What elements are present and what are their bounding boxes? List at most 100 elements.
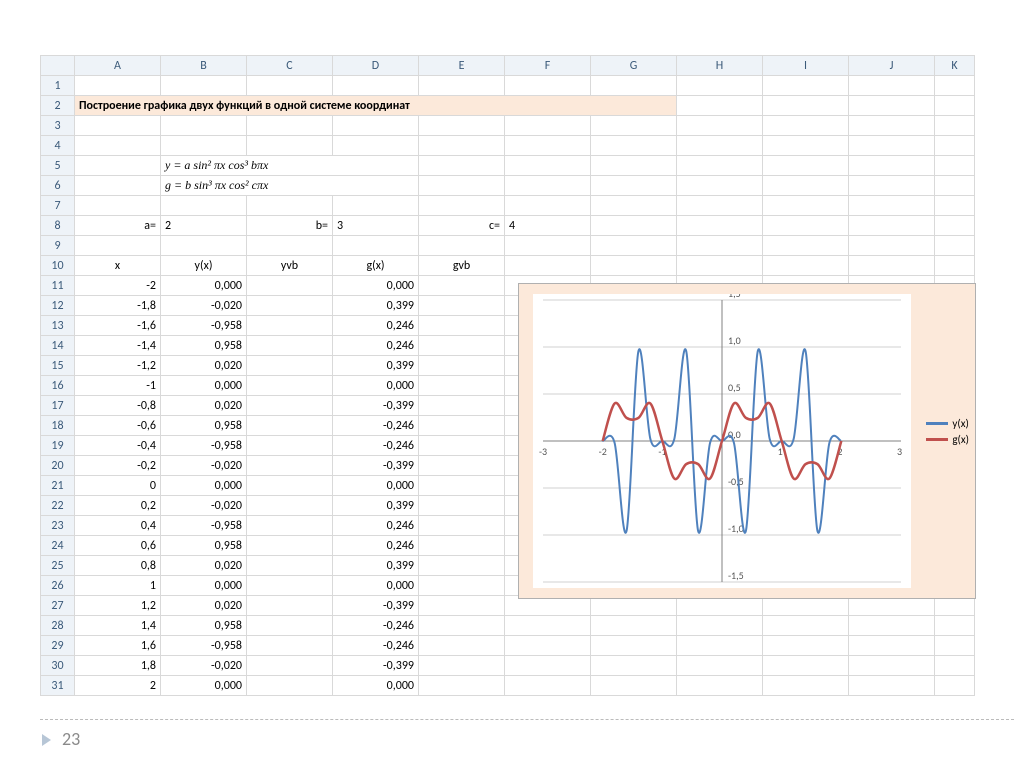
table-header-y(x)[interactable]: y(x)	[161, 256, 247, 276]
cell-I7[interactable]	[763, 196, 849, 216]
cell-I29[interactable]	[763, 636, 849, 656]
cell-F7[interactable]	[505, 196, 591, 216]
cell-H28[interactable]	[677, 616, 763, 636]
cell-B22[interactable]: -0,020	[161, 496, 247, 516]
cell-B23[interactable]: -0,958	[161, 516, 247, 536]
cell-D4[interactable]	[333, 136, 419, 156]
cell-G6[interactable]	[591, 176, 677, 196]
cell-B12[interactable]: -0,020	[161, 296, 247, 316]
cell-H5[interactable]	[677, 156, 763, 176]
table-header-x[interactable]: x	[75, 256, 161, 276]
cell-K7[interactable]	[935, 196, 975, 216]
cell-E30[interactable]	[419, 656, 505, 676]
cell-H7[interactable]	[677, 196, 763, 216]
cell-B13[interactable]: -0,958	[161, 316, 247, 336]
cell-G31[interactable]	[591, 676, 677, 696]
cell-C18[interactable]	[247, 416, 333, 436]
row-header-24[interactable]: 24	[41, 536, 75, 556]
cell-D8[interactable]: 3	[333, 216, 419, 236]
cell-A3[interactable]	[75, 116, 161, 136]
cell-J7[interactable]	[849, 196, 935, 216]
cell-D20[interactable]: -0,399	[333, 456, 419, 476]
cell-G10[interactable]	[591, 256, 677, 276]
cell-C26[interactable]	[247, 576, 333, 596]
cell-D23[interactable]: 0,246	[333, 516, 419, 536]
cell-G30[interactable]	[591, 656, 677, 676]
cell-K28[interactable]	[935, 616, 975, 636]
cell-E29[interactable]	[419, 636, 505, 656]
row-header-29[interactable]: 29	[41, 636, 75, 656]
cell-A7[interactable]	[75, 196, 161, 216]
cell-I2[interactable]	[763, 96, 849, 116]
col-header-C[interactable]: C	[247, 56, 333, 76]
cell-E6[interactable]	[419, 176, 505, 196]
cell-C4[interactable]	[247, 136, 333, 156]
cell-I4[interactable]	[763, 136, 849, 156]
cell-I5[interactable]	[763, 156, 849, 176]
cell-H3[interactable]	[677, 116, 763, 136]
cell-D12[interactable]: 0,399	[333, 296, 419, 316]
col-header-A[interactable]: A	[75, 56, 161, 76]
cell-E28[interactable]	[419, 616, 505, 636]
row-header-1[interactable]: 1	[41, 76, 75, 96]
cell-I1[interactable]	[763, 76, 849, 96]
cell-J30[interactable]	[849, 656, 935, 676]
cell-D30[interactable]: -0,399	[333, 656, 419, 676]
cell-K3[interactable]	[935, 116, 975, 136]
cell-F29[interactable]	[505, 636, 591, 656]
cell-D1[interactable]	[333, 76, 419, 96]
cell-A26[interactable]: 1	[75, 576, 161, 596]
cell-B7[interactable]	[161, 196, 247, 216]
cell-G28[interactable]	[591, 616, 677, 636]
cell-I10[interactable]	[763, 256, 849, 276]
cell-C22[interactable]	[247, 496, 333, 516]
cell-K29[interactable]	[935, 636, 975, 656]
cell-J10[interactable]	[849, 256, 935, 276]
cell-B11[interactable]: 0,000	[161, 276, 247, 296]
cell-I28[interactable]	[763, 616, 849, 636]
cell-K30[interactable]	[935, 656, 975, 676]
cell-E3[interactable]	[419, 116, 505, 136]
cell-E27[interactable]	[419, 596, 505, 616]
cell-H8[interactable]	[677, 216, 763, 236]
cell-C16[interactable]	[247, 376, 333, 396]
cell-A18[interactable]: -0,6	[75, 416, 161, 436]
cell-E13[interactable]	[419, 316, 505, 336]
cell-K6[interactable]	[935, 176, 975, 196]
cell-H6[interactable]	[677, 176, 763, 196]
cell-F30[interactable]	[505, 656, 591, 676]
cell-D18[interactable]: -0,246	[333, 416, 419, 436]
cell-A31[interactable]: 2	[75, 676, 161, 696]
cell-J6[interactable]	[849, 176, 935, 196]
cell-E9[interactable]	[419, 236, 505, 256]
cell-B19[interactable]: -0,958	[161, 436, 247, 456]
cell-A16[interactable]: -1	[75, 376, 161, 396]
row-header-9[interactable]: 9	[41, 236, 75, 256]
table-header-gvb[interactable]: gvb	[419, 256, 505, 276]
col-header-D[interactable]: D	[333, 56, 419, 76]
row-header-21[interactable]: 21	[41, 476, 75, 496]
cell-B25[interactable]: 0,020	[161, 556, 247, 576]
cell-E19[interactable]	[419, 436, 505, 456]
row-header-17[interactable]: 17	[41, 396, 75, 416]
cell-A19[interactable]: -0,4	[75, 436, 161, 456]
col-header-E[interactable]: E	[419, 56, 505, 76]
cell-A30[interactable]: 1,8	[75, 656, 161, 676]
cell-G7[interactable]	[591, 196, 677, 216]
cell-E1[interactable]	[419, 76, 505, 96]
cell-D16[interactable]: 0,000	[333, 376, 419, 396]
cell-K5[interactable]	[935, 156, 975, 176]
cell-B20[interactable]: -0,020	[161, 456, 247, 476]
cell-F31[interactable]	[505, 676, 591, 696]
col-header-H[interactable]: H	[677, 56, 763, 76]
row-header-19[interactable]: 19	[41, 436, 75, 456]
cell-A9[interactable]	[75, 236, 161, 256]
cell-B4[interactable]	[161, 136, 247, 156]
row-header-4[interactable]: 4	[41, 136, 75, 156]
cell-E31[interactable]	[419, 676, 505, 696]
title-cell[interactable]: Построение графика двух функций в одной …	[75, 96, 677, 116]
cell-B29[interactable]: -0,958	[161, 636, 247, 656]
cell-F8[interactable]: 4	[505, 216, 591, 236]
cell-C28[interactable]	[247, 616, 333, 636]
cell-C24[interactable]	[247, 536, 333, 556]
